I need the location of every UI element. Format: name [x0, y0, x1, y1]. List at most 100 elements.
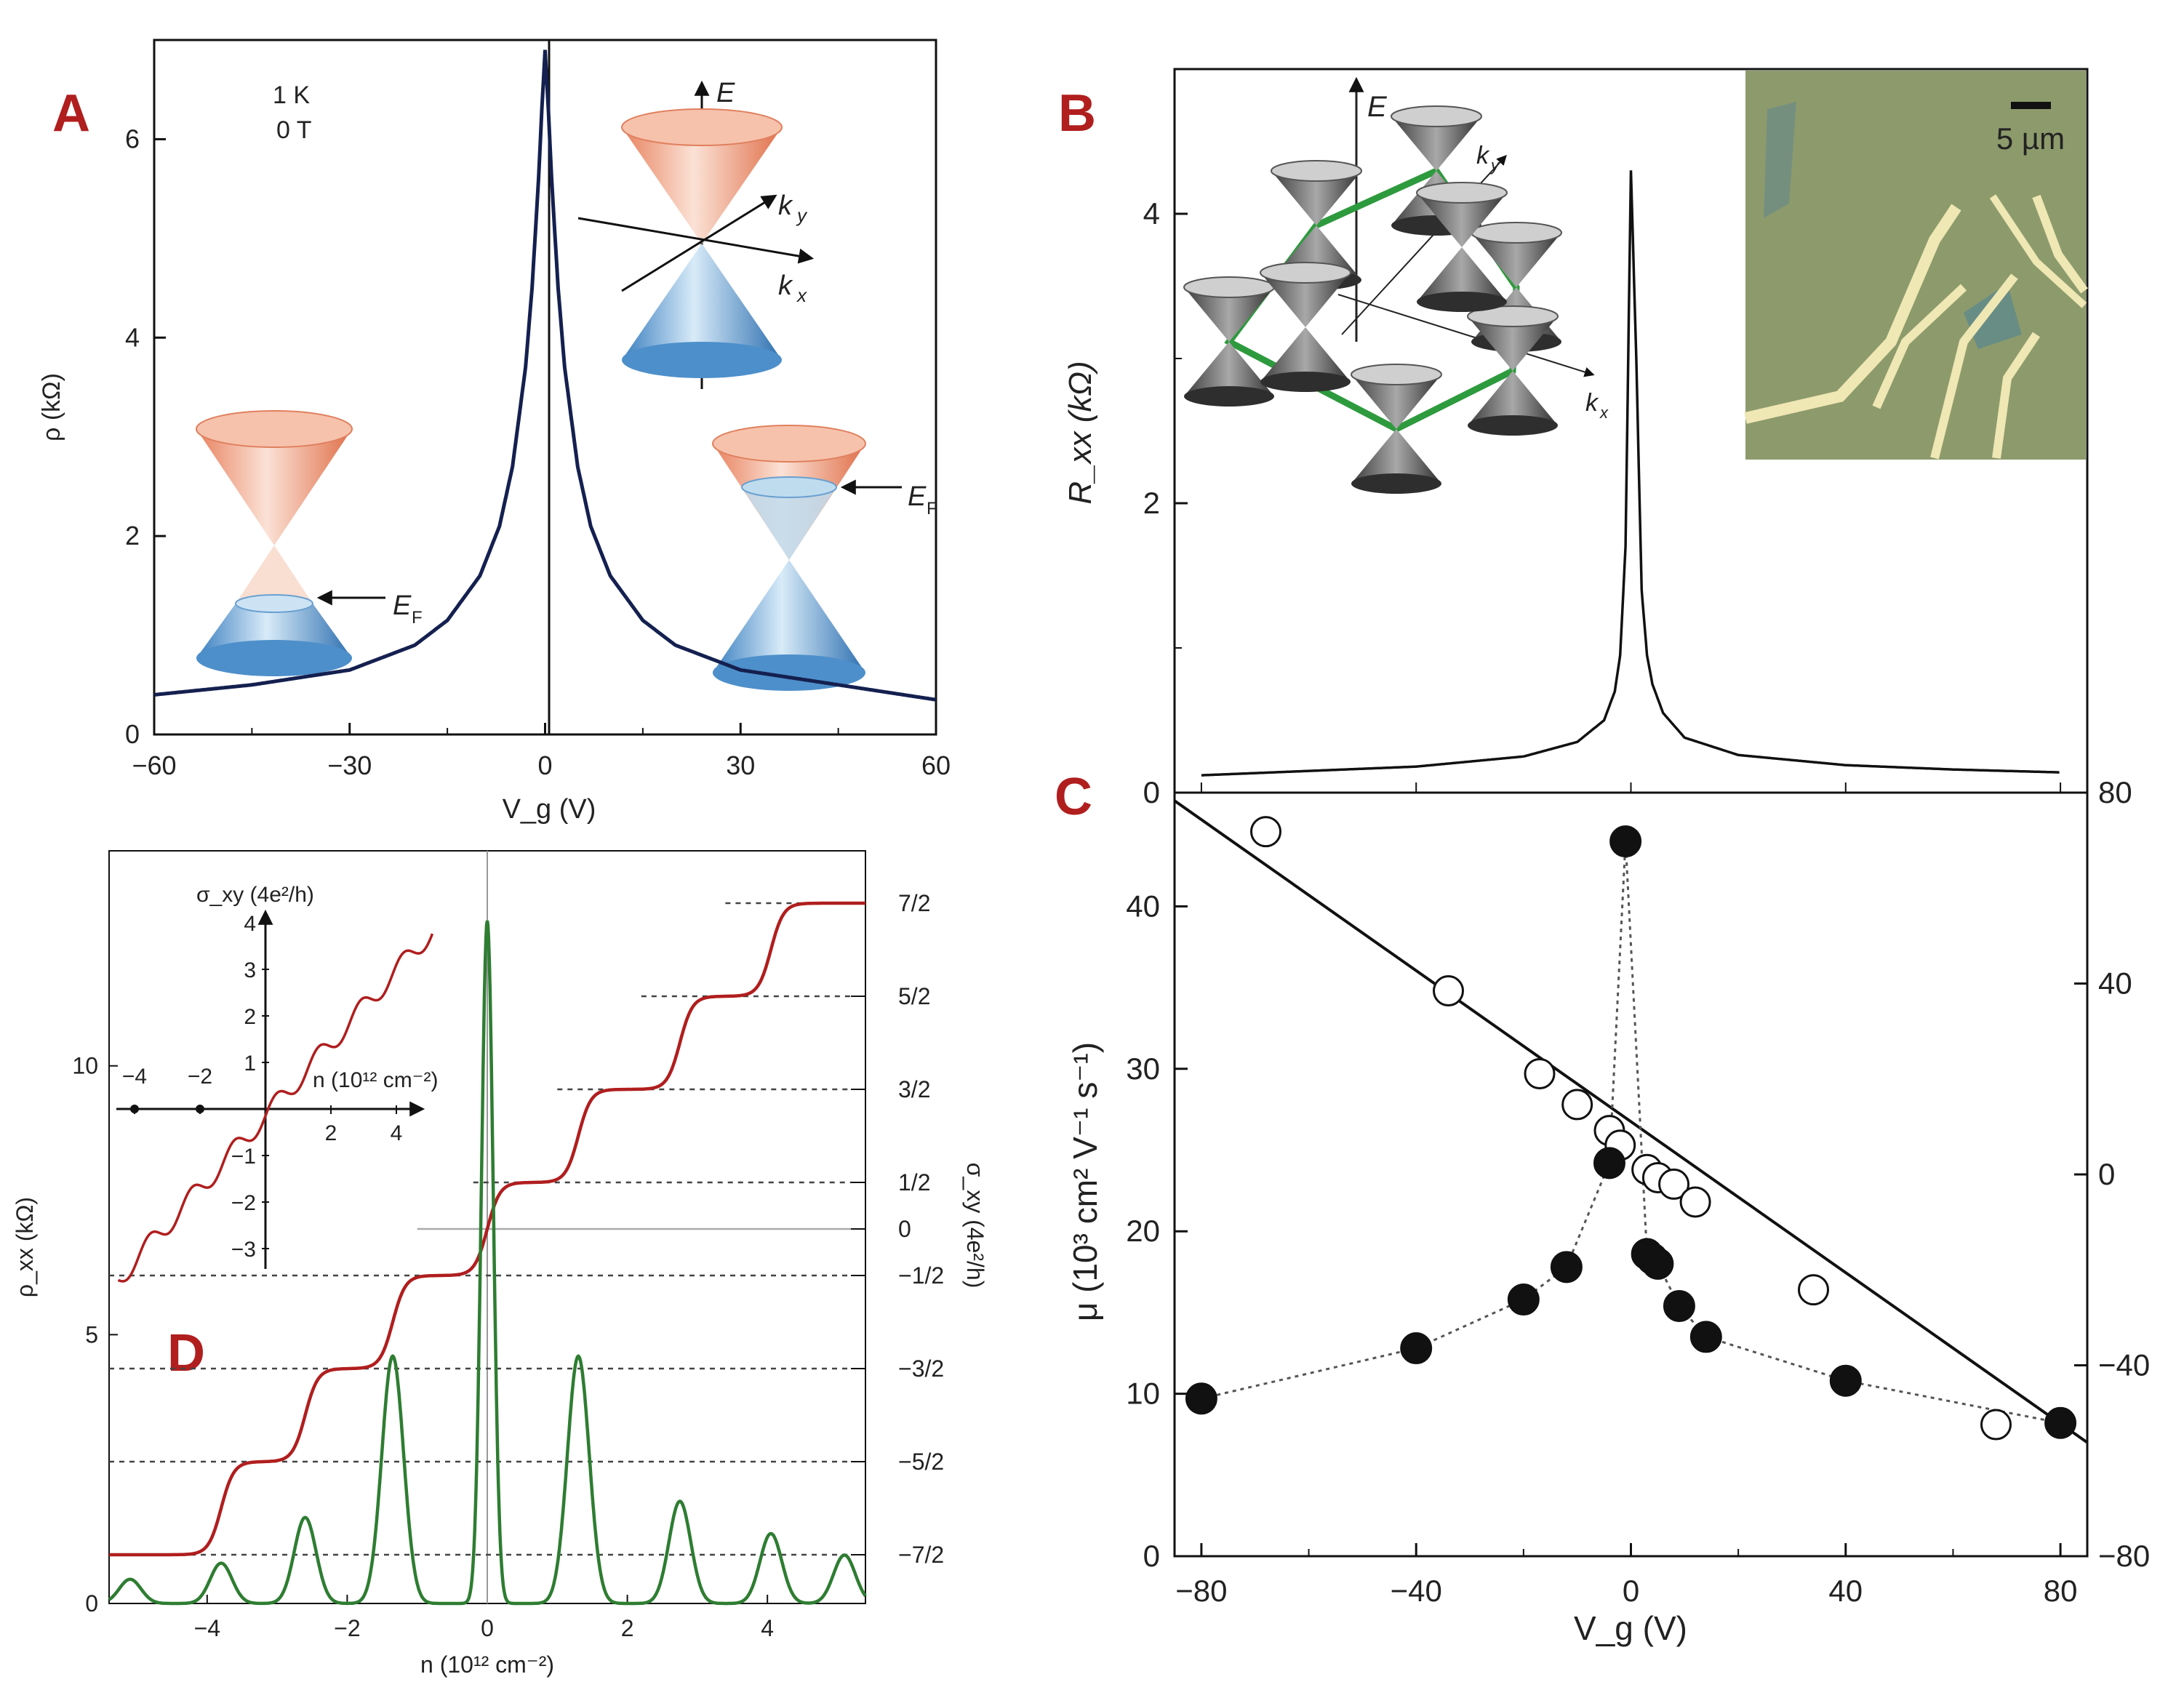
panel-c-open-point — [1798, 1274, 1829, 1306]
panel-c-xtick-label: −40 — [1391, 1574, 1442, 1608]
panel-d-xlabel: n (10¹² cm⁻²) — [420, 1651, 554, 1678]
panel-a-curves — [153, 49, 937, 702]
cone-label-ky: k — [778, 191, 793, 221]
panel-b-ytick-label: 4 — [1143, 196, 1160, 231]
lattice-cone-upper-rim — [1260, 262, 1351, 284]
panel-c-filled-point — [1641, 1247, 1674, 1280]
panel-d-right-ylabel: σ_xy (4e²/h) — [962, 1163, 988, 1289]
lattice-label-kx-sub: x — [1599, 404, 1609, 422]
lattice-cone-upper-rim — [1271, 160, 1362, 182]
panel-c-filled-point — [1593, 1147, 1625, 1180]
lattice-cone-lower-rim — [1260, 372, 1351, 392]
panel-b-letter: B — [1058, 84, 1096, 143]
panel-c-ytick-label: 30 — [1126, 1052, 1160, 1086]
panel-c-filled-point — [1829, 1364, 1862, 1397]
panel-c-frame — [1173, 791, 2089, 1558]
panel-c: C −80 −40 0 40 80 0 10 20 30 40 80 40 0 −40 −80 V_g (V… — [1055, 768, 2150, 1647]
panel-b: B 0 2 4 R_xx (kΩ) 5 µm E k y k x — [1058, 68, 2089, 809]
panel-d-xtick-label: −4 — [194, 1615, 220, 1641]
panel-a-xtick-label: −60 — [132, 750, 176, 780]
lattice-cone-lower-rim — [1184, 386, 1274, 407]
panel-c-right-ytick-label: −40 — [2098, 1348, 2150, 1382]
panel-c-ytick-label: 10 — [1126, 1377, 1160, 1411]
panel-a-ytick-label: 4 — [125, 322, 140, 352]
panel-d-plateau-label: 0 — [898, 1216, 911, 1242]
cone-label-kx-sub: x — [796, 284, 807, 306]
panel-c-data — [1173, 799, 2089, 1444]
panel-c-filled-point — [1663, 1289, 1695, 1322]
inset-axis-dot — [196, 1105, 204, 1113]
panel-c-ylabel: μ (10³ cm² V⁻¹ s⁻¹) — [1066, 1042, 1104, 1321]
lattice-cone-upper — [1351, 375, 1441, 429]
lattice-cone-lower — [1417, 247, 1507, 302]
panel-a-ylabel: ρ (kΩ) — [38, 373, 65, 441]
panel-d-data: 7/2 5/2 3/2 1/2 0 −1/2 −3/2 −5/2 −7/2 — [108, 851, 944, 1606]
brillouin-zone-lattice: E k y k x — [1183, 76, 1609, 494]
panel-a-ytick-label: 0 — [125, 719, 140, 749]
panel-d-hall-conductivity-curve — [109, 901, 865, 1557]
panel-c-xtick-label: 80 — [2044, 1574, 2078, 1608]
panel-c-open-point — [1561, 1089, 1593, 1121]
lattice-cone-upper-rim — [1351, 364, 1442, 385]
panel-c-filled-point — [1507, 1283, 1540, 1316]
device-micrograph: 5 µm — [1744, 71, 2088, 460]
micrograph-scalebar-label: 5 µm — [1996, 121, 2065, 156]
inset-hall-curve — [117, 933, 434, 1283]
panel-c-filled-point — [1185, 1382, 1217, 1415]
panel-a-condition-temp: 1 K — [273, 81, 310, 109]
lattice-cone-upper — [1468, 316, 1558, 371]
inset-xtick-label: −2 — [188, 1065, 212, 1089]
lattice-cone-lower — [1351, 429, 1441, 484]
panel-d-plateau-label: −3/2 — [898, 1355, 944, 1382]
panel-b-rxx-curve — [1201, 170, 2060, 777]
panel-d-plateau-label: −5/2 — [898, 1449, 944, 1475]
panel-b-ylabel: R_xx (kΩ) — [1063, 361, 1098, 504]
lattice-cone-upper — [1184, 287, 1274, 342]
lattice-cone-lower — [1184, 342, 1274, 396]
panel-c-filled-point — [1609, 825, 1642, 858]
panel-b-ytick-label: 2 — [1143, 486, 1160, 520]
panel-c-filled-point — [1400, 1332, 1433, 1365]
panel-d-plateau-label: 7/2 — [898, 890, 930, 916]
cone-label-ky-sub: y — [796, 204, 808, 226]
panel-c-filled-point — [2044, 1406, 2077, 1439]
panel-d-plateau-label: −7/2 — [898, 1542, 944, 1568]
lattice-cone-upper — [1391, 116, 1481, 171]
inset-ytick-label: 2 — [244, 1005, 256, 1029]
lattice-cone-lower — [1468, 371, 1558, 425]
inset-ytick-label: −3 — [231, 1238, 256, 1262]
dirac-cone-electron-doped: E F — [712, 425, 937, 691]
lattice-cone-lower-rim — [1351, 473, 1441, 494]
panel-c-xtick-label: 40 — [1828, 1574, 1863, 1608]
panel-a-resistivity-curve — [153, 49, 937, 702]
lattice-cone-upper — [1260, 273, 1351, 327]
panel-c-right-ytick-label: −80 — [2098, 1539, 2150, 1573]
panel-a-xtick-label: 60 — [921, 750, 951, 780]
panel-b-ytick-label: 0 — [1143, 775, 1160, 809]
panel-a-condition-field: 0 T — [276, 116, 312, 144]
inset-ytick-label: 4 — [244, 912, 256, 936]
panel-d-inset: σ_xy (4e²/h) n (10¹² cm⁻²) 1 2 3 4 −1 −2 −3 −4 −… — [116, 883, 439, 1283]
panel-d-plateau-label: 3/2 — [898, 1076, 930, 1102]
panel-d-plateau-label: −1/2 — [898, 1262, 944, 1289]
lattice-cone-upper — [1271, 171, 1361, 225]
inset-axis-dot — [130, 1105, 139, 1113]
panel-a-ytick-label: 2 — [125, 521, 140, 550]
panel-a-xtick-label: 0 — [537, 750, 552, 780]
panel-a-letter: A — [52, 84, 90, 143]
cone-label-e: E — [716, 78, 735, 108]
panel-d-plateau-label: 5/2 — [898, 983, 930, 1009]
lattice-label-ky: k — [1476, 142, 1490, 169]
panel-c-xlabel: V_g (V) — [1574, 1609, 1687, 1647]
inset-xtick-label: 4 — [391, 1121, 403, 1145]
panel-d-letter: D — [167, 1324, 205, 1382]
cone-label-ef-right-sub: F — [927, 499, 937, 518]
panel-d-ylabel: ρ_xx (kΩ) — [12, 1197, 38, 1297]
panel-c-ticks: −80 −40 0 40 80 0 10 20 30 40 80 40 0 −40 −80 — [1126, 775, 2150, 1608]
panel-c-filled-point — [1689, 1321, 1722, 1353]
cone-label-ef-right: E — [908, 481, 927, 512]
panel-c-right-ytick-label: 0 — [2098, 1157, 2115, 1191]
panel-a-xtick-label: 30 — [726, 750, 755, 780]
panel-a-ticks: −60 −30 0 30 60 0 2 4 6 — [125, 124, 951, 780]
